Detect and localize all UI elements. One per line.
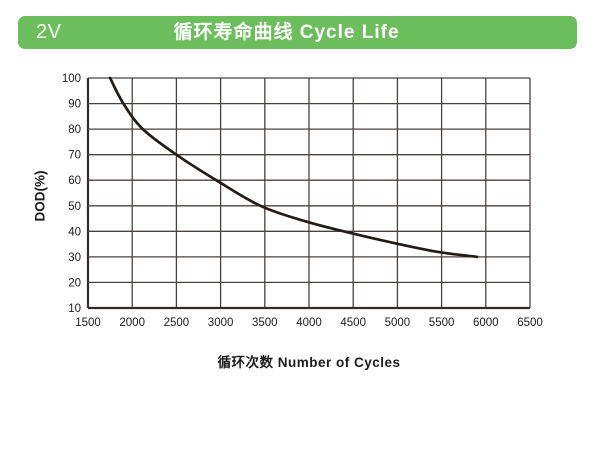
y-tick-label: 50 xyxy=(68,201,81,213)
y-tick-label: 100 xyxy=(62,73,81,85)
x-tick-label: 6500 xyxy=(517,317,543,329)
x-tick-label: 5500 xyxy=(429,317,455,329)
x-tick-label: 6000 xyxy=(473,317,499,329)
y-tick-label: 70 xyxy=(68,150,81,162)
x-tick-label: 4500 xyxy=(340,317,366,329)
x-tick-label: 2500 xyxy=(164,317,190,329)
y-tick-label: 90 xyxy=(68,99,81,111)
header-bar: 2V 循环寿命曲线 Cycle Life xyxy=(18,16,577,49)
y-tick-label: 10 xyxy=(68,303,81,315)
y-tick-label: 60 xyxy=(68,175,81,187)
x-tick-label: 4000 xyxy=(296,317,322,329)
x-tick-label: 2000 xyxy=(119,317,145,329)
chart-title: 循环寿命曲线 Cycle Life xyxy=(173,22,400,43)
y-tick-label: 40 xyxy=(68,226,81,238)
x-tick-label: 1500 xyxy=(75,317,101,329)
x-tick-label: 5000 xyxy=(385,317,411,329)
y-tick-label: 80 xyxy=(68,124,81,136)
voltage-badge: 2V xyxy=(36,21,62,43)
x-tick-label: 3500 xyxy=(252,317,278,329)
y-tick-label: 30 xyxy=(68,252,81,264)
cycle-life-curve xyxy=(108,76,479,259)
x-axis-label: 循环次数 Number of Cycles xyxy=(217,355,401,370)
y-tick-label: 20 xyxy=(68,277,81,289)
y-axis-label: DOD(%) xyxy=(32,170,48,222)
x-tick-label: 3000 xyxy=(208,317,234,329)
